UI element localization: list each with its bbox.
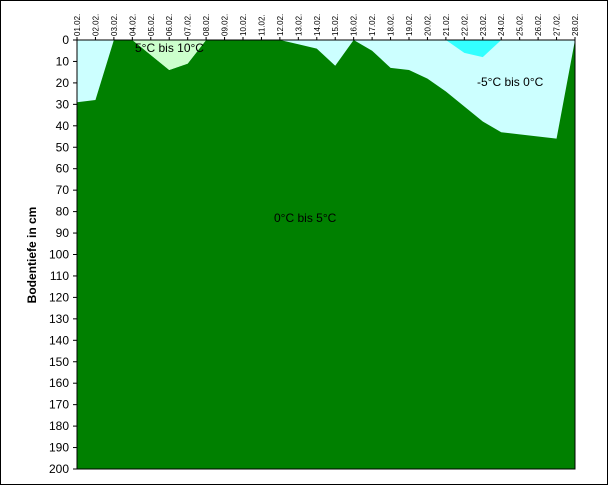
x-tick-label: 23.02.	[479, 14, 488, 36]
x-tick-label: 22.02.	[460, 14, 469, 36]
x-tick-label: 03.02.	[110, 14, 119, 36]
area	[77, 40, 575, 139]
y-tick-label: 150	[49, 355, 69, 369]
x-tick-label: 28.02.	[571, 14, 580, 36]
y-axis-label: Bodentiefe in cm	[25, 207, 39, 304]
y-tick-label: 20	[56, 76, 70, 90]
y-tick-label: 40	[56, 119, 70, 133]
y-tick-label: 90	[56, 226, 70, 240]
x-tick-label: 15.02.	[331, 14, 340, 36]
area	[77, 40, 575, 71]
y-tick-label: 160	[49, 376, 69, 390]
y-tick-label: 170	[49, 398, 69, 412]
x-tick-label: 20.02.	[423, 14, 432, 36]
y-tick-label: 130	[49, 312, 69, 326]
region-label: 0°C bis 5°C	[274, 211, 337, 225]
y-tick-label: 180	[49, 419, 69, 433]
y-tick-label: 30	[56, 97, 70, 111]
x-tick-label: 07.02.	[184, 14, 193, 36]
x-tick-label: 09.02.	[221, 14, 230, 36]
y-tick-label: 60	[56, 162, 70, 176]
x-tick-label: 19.02.	[405, 14, 414, 36]
y-tick-label: 110	[50, 269, 69, 283]
x-tick-label: 01.02.	[73, 14, 82, 36]
y-tick-label: 120	[49, 290, 69, 304]
region-label: 5°C bis 10°C	[135, 41, 204, 55]
y-tick-label: 70	[56, 183, 70, 197]
x-tick-label: 26.02.	[534, 14, 543, 36]
area	[77, 40, 575, 58]
x-tick-label: 24.02.	[497, 14, 506, 36]
y-tick-label: 140	[49, 333, 69, 347]
x-tick-label: 06.02.	[165, 14, 174, 36]
x-tick-label: 02.02.	[91, 14, 100, 36]
y-tick-label: 190	[49, 441, 69, 455]
y-tick-label: 50	[56, 140, 70, 154]
x-tick-label: 21.02.	[442, 14, 451, 36]
x-tick-label: 16.02.	[350, 14, 359, 36]
y-tick-label: 0	[62, 33, 69, 47]
y-tick-label: 10	[56, 54, 70, 68]
region-label: -5°C bis 0°C	[477, 75, 544, 89]
x-tick-label: 05.02.	[147, 14, 156, 36]
y-tick-label: 80	[56, 205, 70, 219]
x-tick-label: 27.02.	[553, 14, 562, 36]
x-tick-label: 11.02.	[257, 14, 266, 36]
x-tick-label: 18.02.	[387, 14, 396, 36]
x-tick-label: 04.02.	[128, 14, 137, 36]
y-tick-label: 200	[49, 462, 69, 476]
y-tick-label: 100	[49, 248, 69, 262]
x-tick-label: 25.02.	[516, 14, 525, 36]
x-tick-label: 17.02.	[368, 14, 377, 36]
x-tick-label: 14.02.	[313, 14, 322, 36]
x-tick-label: 12.02.	[276, 14, 285, 36]
x-tick-label: 08.02.	[202, 14, 211, 36]
x-tick-label: 13.02.	[294, 14, 303, 36]
x-tick-label: 10.02.	[239, 14, 248, 36]
